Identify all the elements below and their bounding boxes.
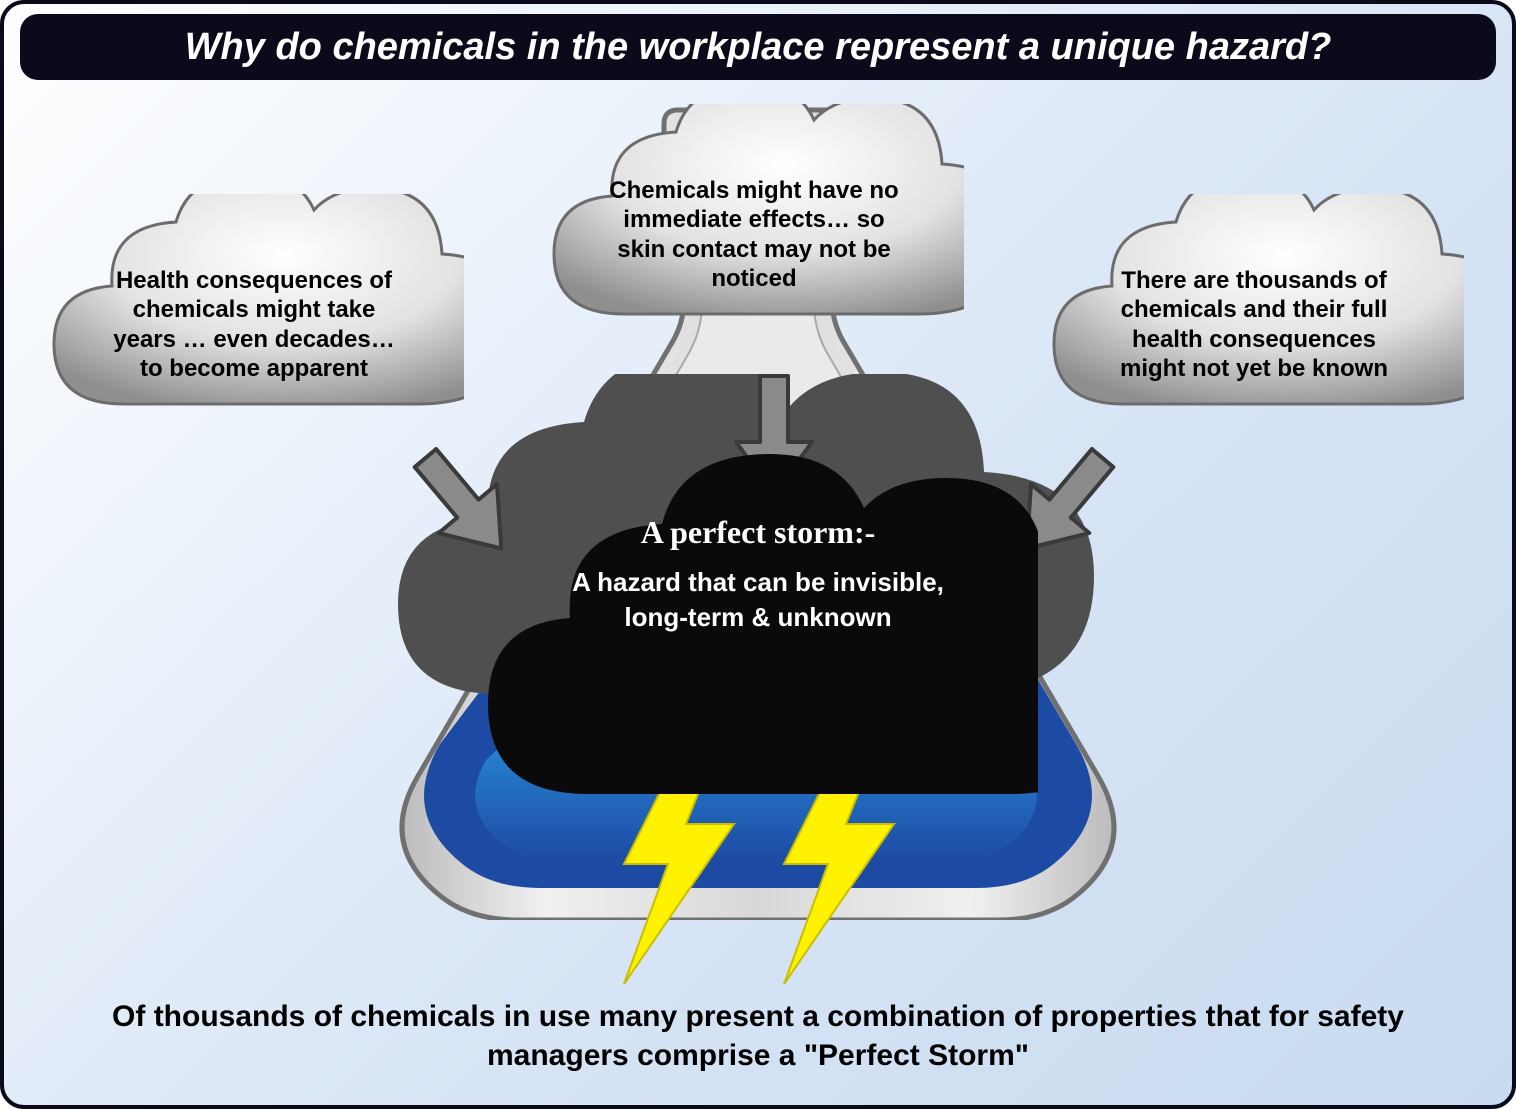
cloud-right: There are thousands of chemicals and the…: [1044, 194, 1464, 454]
page-title: Why do chemicals in the workplace repres…: [185, 26, 1332, 69]
cloud-middle-text: Chemicals might have no immediate effect…: [604, 176, 904, 293]
center-heading: A perfect storm:-: [568, 510, 948, 555]
cloud-right-text: There are thousands of chemicals and the…: [1104, 266, 1404, 383]
title-bar: Why do chemicals in the workplace repres…: [20, 14, 1496, 80]
storm-cloud-center: A perfect storm:- A hazard that can be i…: [478, 454, 1038, 854]
storm-cloud-text: A perfect storm:- A hazard that can be i…: [568, 510, 948, 635]
bottom-caption: Of thousands of chemicals in use many pr…: [44, 997, 1472, 1075]
cloud-left-text: Health consequences of chemicals might t…: [104, 266, 404, 383]
diagram-stage: Health consequences of chemicals might t…: [4, 94, 1512, 975]
center-body: A hazard that can be invisible, long-ter…: [568, 565, 948, 635]
infographic-frame: Why do chemicals in the workplace repres…: [0, 0, 1516, 1109]
cloud-left: Health consequences of chemicals might t…: [44, 194, 464, 454]
cloud-middle: Chemicals might have no immediate effect…: [544, 104, 964, 364]
